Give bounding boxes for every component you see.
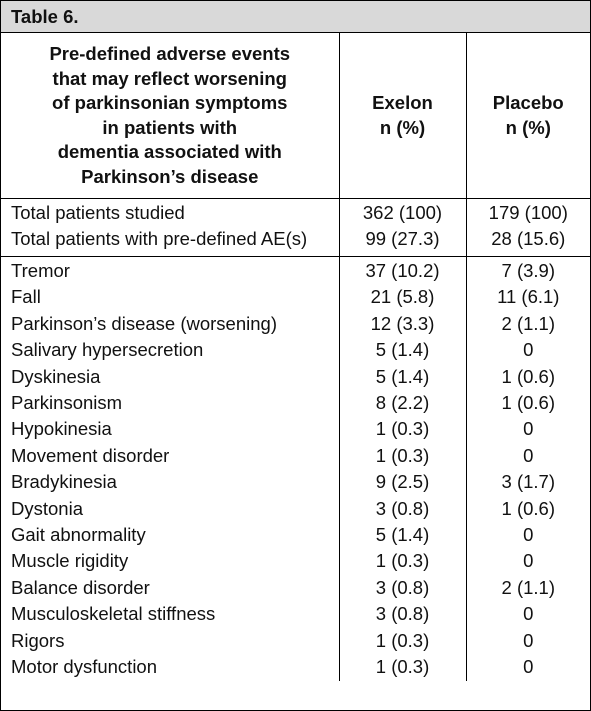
- event-row: Motor dysfunction 1 (0.3) 0: [1, 654, 590, 681]
- row-label: Dystonia: [1, 495, 340, 523]
- row-label: Total patients with pre-defined AE(s): [1, 226, 340, 257]
- value-cell: 1 (0.3): [338, 654, 467, 681]
- value-cell: 9 (2.5): [338, 469, 467, 496]
- value-cell: 1 (0.6): [465, 495, 590, 523]
- value-cell: 3 (1.7): [465, 469, 590, 496]
- value-cell: 3 (0.8): [338, 574, 467, 602]
- header-line: of parkinsonian symptoms: [52, 92, 288, 113]
- row-label: Muscle rigidity: [1, 548, 340, 575]
- row-label: Movement disorder: [1, 442, 340, 470]
- event-row: Hypokinesia 1 (0.3) 0: [1, 416, 590, 443]
- value-cell: 0: [465, 601, 590, 628]
- row-label: Motor dysfunction: [1, 654, 340, 681]
- event-row: Salivary hypersecretion 5 (1.4) 0: [1, 337, 590, 364]
- value-cell: 179 (100): [465, 198, 590, 226]
- event-row: Dystonia 3 (0.8) 1 (0.6): [1, 495, 590, 523]
- event-row: Rigors 1 (0.3) 0: [1, 627, 590, 655]
- title-row: Table 6.: [1, 1, 590, 33]
- value-cell: 1 (0.3): [338, 442, 467, 470]
- event-row: Tremor 37 (10.2) 7 (3.9): [1, 256, 590, 285]
- header-cell: Pre-defined adverse events that may refle…: [1, 32, 340, 199]
- value-cell: 21 (5.8): [338, 284, 467, 311]
- value-cell: 28 (15.6): [465, 226, 590, 257]
- row-label: Bradykinesia: [1, 469, 340, 496]
- value-cell: 0: [465, 337, 590, 364]
- header-line: in patients with: [102, 116, 238, 138]
- row-label: Fall: [1, 284, 340, 311]
- row-label: Parkinson’s disease (worsening): [1, 310, 340, 338]
- event-row: Dyskinesia 5 (1.4) 1 (0.6): [1, 363, 590, 391]
- value-cell: 5 (1.4): [338, 337, 467, 364]
- header-line: dementia associated with: [57, 141, 282, 162]
- value-cell: 0: [465, 522, 590, 549]
- value-cell: 0: [465, 627, 590, 655]
- event-row: Movement disorder 1 (0.3) 0: [1, 442, 590, 470]
- value-cell: 1 (0.6): [465, 390, 590, 417]
- header-cell: Placebo n (%): [465, 32, 590, 199]
- value-cell: 8 (2.2): [338, 390, 467, 417]
- value-cell: 1 (0.3): [338, 416, 467, 443]
- header-line: Placebo: [492, 92, 564, 113]
- event-row: Fall 21 (5.8) 11 (6.1): [1, 284, 590, 311]
- row-label: Gait abnormality: [1, 522, 340, 549]
- summary-row: Total patients with pre-defined AE(s) 99 …: [1, 226, 590, 257]
- value-cell: 37 (10.2): [338, 256, 467, 285]
- row-label: Hypokinesia: [1, 416, 340, 443]
- header-line: Exelon: [372, 92, 433, 113]
- event-row: Parkinson’s disease (worsening) 12 (3.3) 2…: [1, 310, 590, 338]
- value-cell: 1 (0.3): [338, 627, 467, 655]
- value-cell: 0: [465, 442, 590, 470]
- header-row: Pre-defined adverse events that may refle…: [1, 32, 590, 199]
- value-cell: 7 (3.9): [465, 256, 590, 285]
- row-label: Balance disorder: [1, 574, 340, 602]
- event-row: Bradykinesia 9 (2.5) 3 (1.7): [1, 469, 590, 496]
- value-cell: 3 (0.8): [338, 495, 467, 523]
- value-cell: 0: [465, 548, 590, 575]
- value-cell: 362 (100): [338, 198, 467, 226]
- table-title: Table 6.: [1, 1, 590, 33]
- event-row: Gait abnormality 5 (1.4) 0: [1, 522, 590, 549]
- event-row: Musculoskeletal stiffness 3 (0.8) 0: [1, 601, 590, 628]
- value-cell: 99 (27.3): [338, 226, 467, 257]
- row-label: Salivary hypersecretion: [1, 337, 340, 364]
- row-label: Parkinsonism: [1, 390, 340, 417]
- value-cell: 3 (0.8): [338, 601, 467, 628]
- value-cell: 2 (1.1): [465, 574, 590, 602]
- row-label: Musculoskeletal stiffness: [1, 601, 340, 628]
- value-cell: 12 (3.3): [338, 310, 467, 338]
- value-cell: 5 (1.4): [338, 522, 467, 549]
- header-line: Parkinson’s disease: [81, 165, 259, 187]
- event-row: Balance disorder 3 (0.8) 2 (1.1): [1, 574, 590, 602]
- header-line: n (%): [505, 116, 551, 138]
- header-line: n (%): [379, 116, 426, 138]
- summary-row: Total patients studied 362 (100) 179 (100): [1, 198, 590, 226]
- table-body: Table 6. Pre-defined adverse events that …: [1, 1, 590, 681]
- value-cell: 2 (1.1): [465, 310, 590, 338]
- row-label: Dyskinesia: [1, 363, 340, 391]
- value-cell: 1 (0.6): [465, 363, 590, 391]
- header-line: Pre-defined adverse events: [49, 43, 291, 64]
- header-cell: Exelon n (%): [338, 32, 467, 199]
- row-label: Rigors: [1, 627, 340, 655]
- row-label: Tremor: [1, 256, 340, 285]
- data-table: Table 6. Pre-defined adverse events that …: [1, 1, 590, 681]
- event-row: Muscle rigidity 1 (0.3) 0: [1, 548, 590, 575]
- value-cell: 5 (1.4): [338, 363, 467, 391]
- header-line: that may reflect worsening: [52, 67, 287, 89]
- value-cell: 0: [465, 416, 590, 443]
- row-label: Total patients studied: [1, 198, 340, 226]
- event-row: Parkinsonism 8 (2.2) 1 (0.6): [1, 390, 590, 417]
- value-cell: 1 (0.3): [338, 548, 467, 575]
- value-cell: 11 (6.1): [465, 284, 590, 311]
- value-cell: 0: [465, 654, 590, 681]
